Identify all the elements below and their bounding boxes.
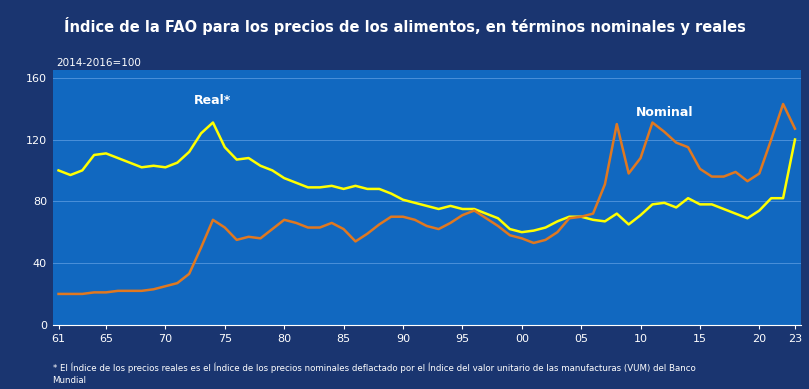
Text: Índice de la FAO para los precios de los alimentos, en términos nominales y real: Índice de la FAO para los precios de los… — [64, 17, 745, 35]
Text: * El Índice de los precios reales es el Índice de los precios nominales deflacta: * El Índice de los precios reales es el … — [53, 363, 695, 385]
Text: Real*: Real* — [194, 94, 231, 107]
Text: Nominal: Nominal — [636, 107, 693, 119]
Text: 2014-2016=100: 2014-2016=100 — [57, 58, 142, 68]
